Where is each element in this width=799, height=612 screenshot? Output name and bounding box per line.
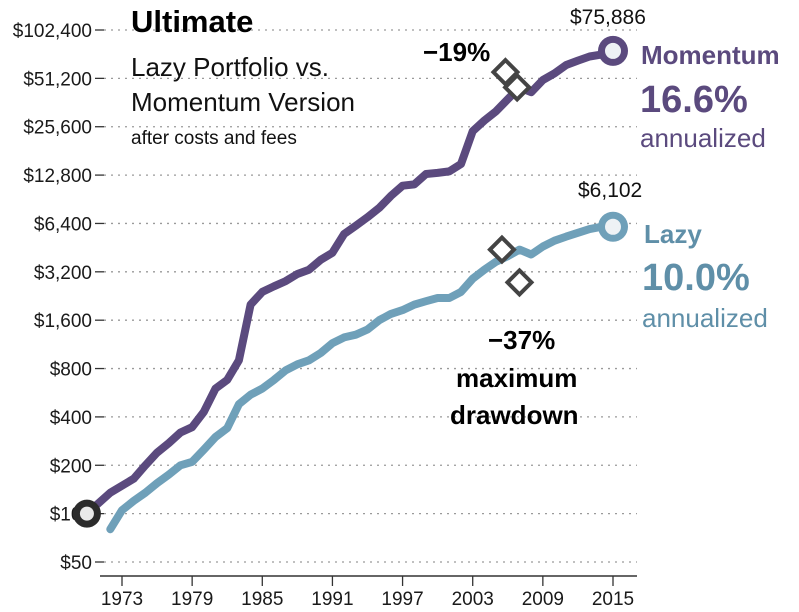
drawdown-marker-1-0 bbox=[487, 234, 517, 265]
x-tick-label-2: 1985 bbox=[241, 589, 283, 610]
y-tick-label-7: $800 bbox=[50, 360, 92, 381]
y-tick-label-2: $25,600 bbox=[23, 118, 92, 139]
gridlines bbox=[104, 29, 637, 563]
chart-subtitle-line-1: Lazy Portfolio vs. bbox=[131, 52, 329, 82]
lazy-drawdown-label-line-2: maximum bbox=[456, 363, 577, 393]
drawdown-marker-0-0 bbox=[490, 57, 521, 87]
momentum-end-value: $75,886 bbox=[570, 6, 646, 29]
lazy-end-value: $6,102 bbox=[578, 179, 642, 202]
x-tick-label-7: 2015 bbox=[592, 589, 634, 610]
momentum-annualized-label: annualized bbox=[640, 123, 766, 153]
x-tick-label-5: 2003 bbox=[452, 589, 494, 610]
end-marker-lazy-inner bbox=[605, 218, 621, 235]
series-line-momentum bbox=[82, 46, 617, 518]
x-axis-ticks: 1973 1979 1985 1991 1997 2003 2009 2015 bbox=[101, 576, 634, 610]
x-tick-label-0: 1973 bbox=[101, 589, 143, 610]
lazy-annualized-label: annualized bbox=[642, 303, 768, 333]
y-tick-label-6: $1,600 bbox=[34, 311, 92, 332]
lazy-drawdown-label-line-1: −37% bbox=[488, 325, 555, 355]
start-marker-inner bbox=[79, 506, 94, 521]
y-tick-label-1: $51,200 bbox=[23, 69, 92, 90]
x-tick-label-1: 1979 bbox=[171, 589, 213, 610]
drawdown-marker-1-1 bbox=[504, 267, 535, 298]
series-lines bbox=[82, 46, 617, 534]
y-tick-label-5: $3,200 bbox=[34, 263, 92, 284]
y-tick-label-4: $6,400 bbox=[34, 214, 92, 235]
lazy-drawdown-label-line-3: drawdown bbox=[450, 400, 579, 430]
y-tick-label-8: $400 bbox=[50, 408, 92, 429]
chart-note: after costs and fees bbox=[131, 128, 297, 149]
x-tick-label-4: 1997 bbox=[381, 589, 423, 610]
momentum-annualized-value: 16.6% bbox=[640, 79, 748, 121]
momentum-series-name: Momentum bbox=[641, 40, 780, 70]
y-tick-label-11: $50 bbox=[60, 553, 92, 574]
y-axis-ticks: $102,400 $51,200 $25,600 $12,800 $6,400 $3,20… bbox=[13, 21, 104, 574]
chart-subtitle-line-2: Momentum Version bbox=[131, 87, 355, 117]
lazy-annualized-value: 10.0% bbox=[642, 257, 750, 299]
drawdown-markers bbox=[487, 57, 535, 298]
y-tick-label-3: $12,800 bbox=[23, 166, 92, 187]
end-marker-momentum-inner bbox=[605, 42, 621, 59]
y-tick-label-9: $200 bbox=[50, 456, 92, 477]
y-tick-label-0: $102,400 bbox=[13, 21, 92, 42]
series-line-lazy bbox=[106, 222, 617, 534]
x-tick-label-6: 2009 bbox=[522, 589, 564, 610]
x-tick-label-3: 1991 bbox=[311, 589, 353, 610]
momentum-drawdown-label: −19% bbox=[423, 37, 490, 67]
lazy-series-name: Lazy bbox=[644, 219, 702, 249]
drawdown-marker-0-1 bbox=[502, 72, 532, 103]
endpoint-markers bbox=[72, 35, 628, 528]
chart-title: Ultimate bbox=[131, 4, 253, 39]
